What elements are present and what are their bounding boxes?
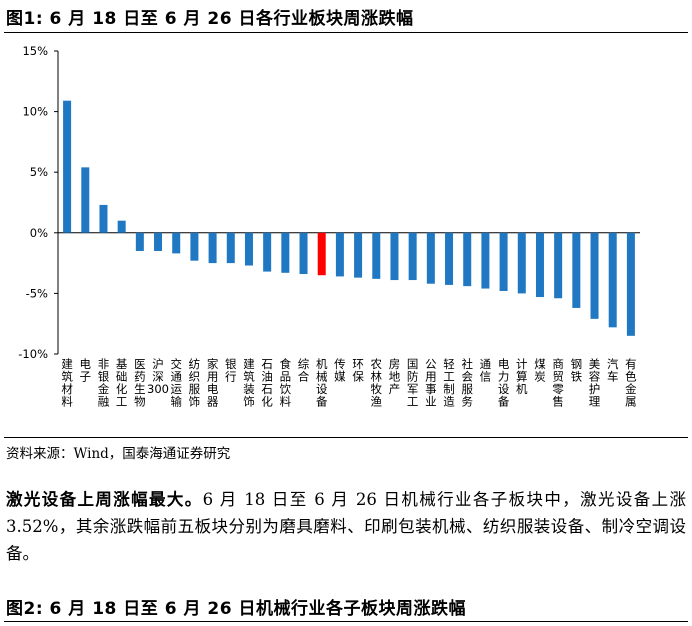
x-tick-label: 传媒 bbox=[334, 357, 346, 384]
y-tick-label: 5% bbox=[30, 165, 48, 179]
x-tick-label: 计算机 bbox=[516, 357, 528, 396]
bar-25 bbox=[517, 232, 526, 294]
x-tick-label: 公用事业 bbox=[425, 357, 437, 409]
x-tick-label: 煤炭 bbox=[534, 357, 546, 384]
bar-16 bbox=[354, 232, 363, 278]
x-tick-label: 农林牧渔 bbox=[371, 357, 383, 409]
bar-9 bbox=[226, 232, 235, 264]
bar-31 bbox=[626, 232, 635, 336]
bar-14 bbox=[317, 232, 326, 276]
x-tick-label: 石油石化 bbox=[261, 357, 273, 409]
figure-2-title: 图2: 6 月 18 日至 6 月 26 日机械行业各子板块周涨跌幅 bbox=[6, 599, 466, 619]
y-tick-label: 15% bbox=[22, 44, 48, 58]
x-tick-label: 汽车 bbox=[607, 357, 619, 384]
bar-13 bbox=[299, 232, 308, 275]
bar-0 bbox=[63, 100, 72, 233]
y-tick-label: -10% bbox=[18, 347, 48, 361]
x-tick-label: 电子 bbox=[80, 357, 92, 384]
bar-20 bbox=[426, 232, 435, 284]
x-tick-label: 综合 bbox=[298, 357, 310, 384]
y-axis: 15% 10% 5% 0% -5% -10% bbox=[18, 44, 640, 361]
x-tick-label: 有色金属 bbox=[625, 357, 637, 409]
x-tick-label: 环保 bbox=[352, 357, 364, 384]
x-tick-label: 钢铁 bbox=[571, 357, 583, 384]
x-tick-label: 纺织服饰 bbox=[189, 357, 201, 409]
bar-1 bbox=[81, 167, 90, 233]
x-tick-label: 国防军工 bbox=[407, 357, 419, 409]
figure-1-title: 图1: 6 月 18 日至 6 月 26 日各行业板块周涨跌幅 bbox=[6, 9, 414, 29]
bar-4 bbox=[135, 232, 144, 251]
bar-8 bbox=[208, 232, 217, 264]
x-tick-label: 房地产 bbox=[389, 357, 401, 396]
commentary-lead: 激光设备上周涨幅最大。 bbox=[6, 490, 203, 509]
x-tick-label: 轻工制造 bbox=[443, 357, 455, 409]
x-tick-label: 医药生物 bbox=[134, 357, 146, 409]
x-tick-label: 交通运输 bbox=[170, 357, 182, 409]
bar-21 bbox=[445, 232, 454, 285]
x-tick-label: 家用电器 bbox=[207, 357, 219, 409]
bar-29 bbox=[590, 232, 599, 319]
title2-underline bbox=[4, 621, 688, 622]
bar-19 bbox=[408, 232, 417, 281]
bar-3 bbox=[117, 220, 126, 233]
bar-5 bbox=[154, 232, 163, 251]
bar-11 bbox=[263, 232, 272, 272]
x-tick-label: 社会服务 bbox=[461, 357, 473, 409]
bar-28 bbox=[572, 232, 581, 308]
x-tick-label: 美容护理 bbox=[589, 357, 601, 409]
bar-24 bbox=[499, 232, 508, 291]
bar-10 bbox=[244, 232, 253, 266]
y-tick-label: 0% bbox=[30, 226, 48, 240]
source-note: 资料来源：Wind，国泰海通证券研究 bbox=[6, 446, 231, 462]
x-tick-label: 建筑装饰 bbox=[243, 357, 255, 409]
x-tick-label: 银行 bbox=[225, 357, 237, 384]
x-tick-label: 商贸零售 bbox=[552, 357, 564, 409]
bar-30 bbox=[608, 232, 617, 328]
x-tick-label: 食品饮料 bbox=[280, 357, 292, 409]
bar-23 bbox=[481, 232, 490, 289]
x-tick-label: 沪深 300 bbox=[147, 357, 169, 396]
y-tick-label: 10% bbox=[22, 105, 48, 119]
bar-15 bbox=[335, 232, 344, 277]
commentary-paragraph: 激光设备上周涨幅最大。6 月 18 日至 6 月 26 日机械行业各子板块中，激… bbox=[6, 486, 686, 567]
bar-18 bbox=[390, 232, 399, 281]
x-tick-label: 非银金融 bbox=[98, 357, 110, 409]
bar-12 bbox=[281, 232, 290, 273]
source-divider bbox=[4, 437, 688, 438]
bar-7 bbox=[190, 232, 199, 261]
x-tick-label: 建筑材料 bbox=[61, 357, 73, 409]
y-tick-label: -5% bbox=[26, 286, 48, 300]
title-underline bbox=[4, 32, 688, 33]
bar-2 bbox=[99, 204, 108, 233]
x-tick-label: 机械设备 bbox=[316, 357, 328, 409]
x-tick-label: 电力设备 bbox=[498, 357, 510, 409]
commentary-body: 6 月 18 日至 6 月 26 日机械行业各子板块中，激光设备上涨 3.52%… bbox=[6, 490, 686, 563]
x-tick-label: 通信 bbox=[480, 357, 492, 384]
bar-26 bbox=[535, 232, 544, 298]
x-tick-label: 基础化工 bbox=[116, 357, 128, 409]
bar-22 bbox=[463, 232, 472, 287]
bar-27 bbox=[554, 232, 563, 299]
bar-6 bbox=[172, 232, 181, 254]
bar-17 bbox=[372, 232, 381, 279]
bars bbox=[63, 100, 635, 336]
